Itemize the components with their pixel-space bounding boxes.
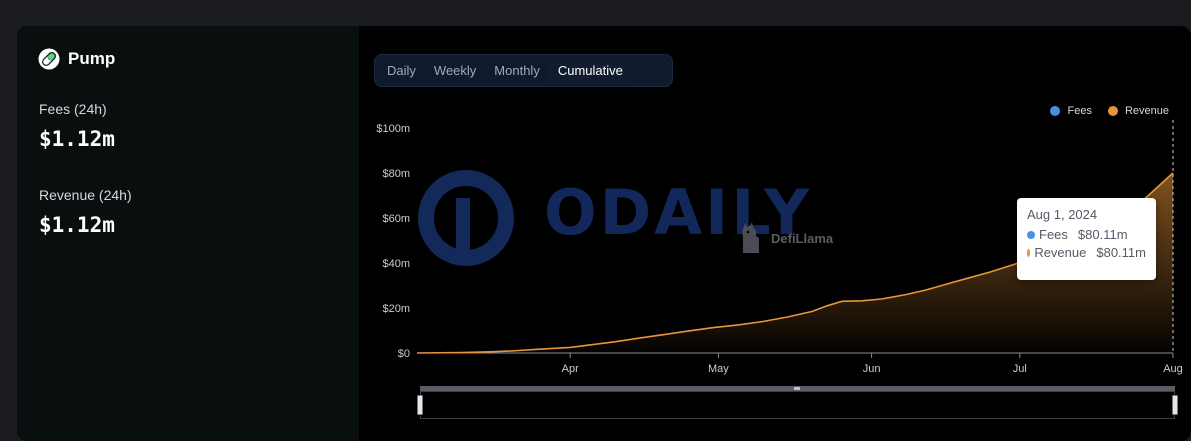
odaily-watermark: ODAILY: [544, 176, 812, 249]
tooltip-row-fees: Fees $80.11m: [1027, 227, 1146, 242]
fees-dot-icon: [1050, 106, 1061, 116]
revenue-dot-icon: [1107, 106, 1118, 116]
y-axis: $0 $20m $40m $60m $80m $100m: [376, 123, 410, 360]
fees-dot-icon: [1027, 230, 1035, 239]
y-tick-label: $0: [398, 348, 410, 360]
tooltip-fees-label: Fees: [1039, 227, 1068, 242]
legend-revenue-label: Revenue: [1124, 105, 1169, 117]
defillama-label: DefiLlama: [771, 230, 834, 246]
tab-weekly[interactable]: Weekly: [433, 63, 477, 78]
legend-revenue[interactable]: Revenue: [1107, 105, 1169, 117]
y-tick-label: $80m: [382, 168, 410, 180]
tab-monthly[interactable]: Monthly: [494, 63, 540, 78]
tooltip-date: Aug 1, 2024: [1027, 207, 1098, 222]
fees-24h-value: $1.12m: [39, 127, 115, 151]
x-tick-label: Apr: [562, 363, 579, 375]
fees-24h-label: Fees (24h): [39, 101, 107, 117]
x-axis: Apr May Jun Jul Aug: [417, 352, 1183, 375]
chart-tooltip: Aug 1, 2024 Fees $80.11m Revenue $80.11m: [1017, 198, 1156, 280]
odaily-logo-icon: [418, 170, 514, 266]
period-tabs: Daily Weekly Monthly Cumulative: [374, 54, 673, 87]
y-tick-label: $40m: [382, 258, 410, 270]
tooltip-row-revenue: Revenue $80.11m: [1027, 245, 1146, 260]
revenue-area: [417, 172, 1173, 353]
llama-icon: [742, 222, 759, 253]
tooltip-fees-value: $80.11m: [1077, 227, 1128, 242]
chart-card: Pump Fees (24h) $1.12m Revenue (24h) $1.…: [17, 26, 1191, 441]
y-tick-label: $100m: [376, 123, 410, 135]
legend-fees[interactable]: Fees: [1050, 105, 1092, 117]
x-tick-label: May: [708, 363, 729, 375]
revenue-24h-value: $1.12m: [39, 213, 115, 237]
protocol-name: Pump: [68, 49, 116, 68]
x-tick-label: Aug: [1163, 363, 1183, 375]
brush-grip-icon[interactable]: [794, 387, 800, 390]
cumulative-chart[interactable]: $0 $20m $40m $60m $80m $100m Apr May Jun Jul Aug: [17, 26, 1191, 441]
tooltip-revenue-label: Revenue: [1034, 245, 1087, 260]
revenue-dot-icon: [1027, 248, 1031, 257]
defillama-watermark: DefiLlama: [735, 221, 833, 255]
tab-cumulative[interactable]: Cumulative: [548, 57, 632, 84]
y-tick-label: $20m: [382, 303, 410, 315]
summary-sidebar: Pump Fees (24h) $1.12m Revenue (24h) $1.…: [17, 26, 359, 441]
legend-fees-label: Fees: [1067, 105, 1092, 117]
x-tick-label: Jul: [1013, 363, 1027, 375]
chart-legend: Fees Revenue: [1050, 105, 1169, 117]
y-tick-label: $60m: [382, 213, 410, 225]
revenue-24h-label: Revenue (24h): [39, 187, 132, 203]
brush-handle-left[interactable]: [417, 395, 423, 415]
tab-daily[interactable]: Daily: [387, 63, 416, 78]
x-tick-label: Jun: [863, 363, 881, 375]
brush-handle-right[interactable]: [1172, 395, 1178, 415]
pill-icon: [38, 48, 60, 70]
protocol-header: Pump: [38, 48, 115, 70]
brush-window[interactable]: [420, 391, 1175, 419]
tooltip-revenue-value: $80.11m: [1096, 245, 1146, 260]
